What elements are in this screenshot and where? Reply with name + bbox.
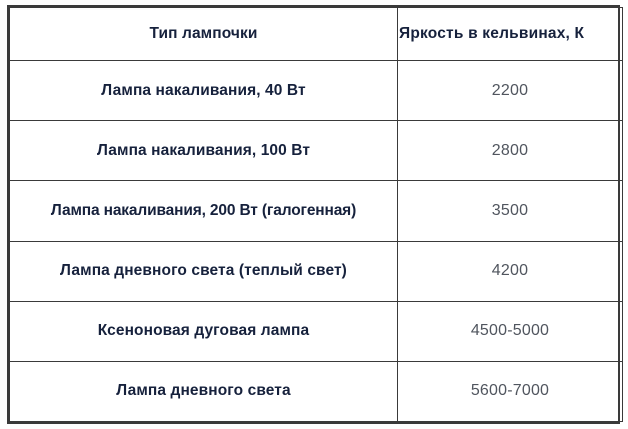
cell-brightness-value: 4500-5000 — [397, 300, 623, 362]
cell-brightness-value: 4200 — [397, 240, 623, 302]
cell-lamp-type: Лампа накаливания, 200 Вт (галогенная) — [9, 180, 398, 242]
cell-brightness-value: 5600-7000 — [397, 360, 623, 423]
table-header-row: Тип лампочки Яркость в кельвинах, К — [9, 6, 623, 62]
lamp-brightness-table-container: Тип лампочки Яркость в кельвинах, К Ламп… — [7, 5, 623, 424]
cell-brightness-value: 3500 — [397, 180, 623, 242]
table-row: Лампа дневного света 5600-7000 — [9, 360, 623, 423]
cell-brightness-value: 2800 — [397, 120, 623, 182]
table-row: Лампа дневного света (теплый свет) 4200 — [9, 240, 623, 302]
cell-lamp-type: Лампа накаливания, 40 Вт — [9, 60, 398, 122]
table-row: Лампа накаливания, 200 Вт (галогенная) 3… — [9, 180, 623, 242]
cell-lamp-type: Лампа дневного света (теплый свет) — [9, 240, 398, 302]
cell-lamp-type: Лампа дневного света — [9, 360, 398, 423]
cell-lamp-type: Ксеноновая дуговая лампа — [9, 300, 398, 362]
table-row: Лампа накаливания, 100 Вт 2800 — [9, 120, 623, 182]
lamp-brightness-table: Тип лампочки Яркость в кельвинах, К Ламп… — [9, 6, 623, 423]
cell-lamp-type: Лампа накаливания, 100 Вт — [9, 120, 398, 182]
table-row: Лампа накаливания, 40 Вт 2200 — [9, 60, 623, 122]
cell-brightness-value: 2200 — [397, 60, 623, 122]
column-header-lamp-type: Тип лампочки — [9, 6, 398, 62]
column-header-brightness-kelvin: Яркость в кельвинах, К — [397, 6, 623, 62]
table-body: Тип лампочки Яркость в кельвинах, К Ламп… — [9, 6, 623, 423]
table-row: Ксеноновая дуговая лампа 4500-5000 — [9, 300, 623, 362]
